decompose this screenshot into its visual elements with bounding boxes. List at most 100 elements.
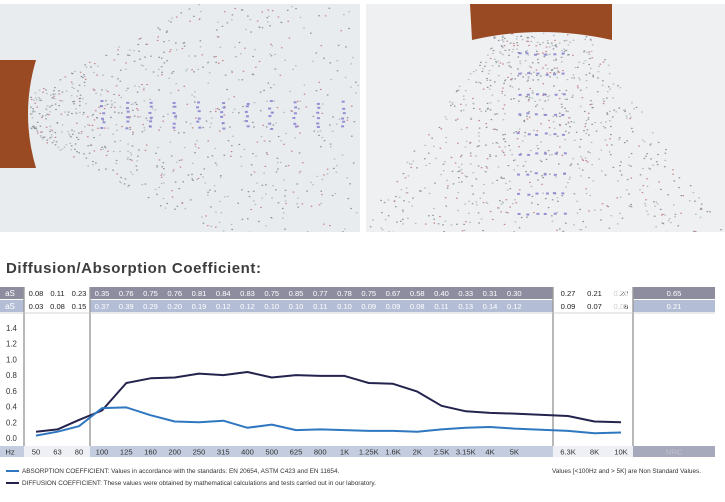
x-tick-label: 800 [314,448,327,457]
table-cell: 0.31 [483,289,498,298]
x-tick-label: 10K [614,448,628,457]
diffusion-coefficient-line [35,371,622,433]
x-tick-label: 6.3K [560,448,576,457]
absorption-note: ABSORPTION COEFFICIENT: Values in accord… [22,468,340,475]
diffusion-simulation-right [366,4,725,232]
table-cell: 0.12 [507,302,522,311]
table-cell: 0.75 [143,289,158,298]
table-cell: 0.67 [386,289,401,298]
y-tick-label: 0.4 [6,403,18,412]
table-cell: 0.14 [483,302,498,311]
table-cell: 0.27 [561,289,576,298]
table-cell: 0.11 [313,302,327,311]
table-cell: 0.20 [167,302,182,311]
table-cell: 0.33 [458,289,473,298]
x-tick-label: 2K [413,448,422,457]
y-tick-label: 0.2 [6,418,17,427]
x-tick-label: 200 [168,448,181,457]
table-cell: 0.13 [458,302,473,311]
table-cell: 0.07 [587,302,602,311]
x-tick-label: 1K [340,448,349,457]
x-unit-label: Hz [5,448,14,457]
table-cell: 0.75 [264,289,279,298]
x-tick-label: 100 [96,448,109,457]
x-tick-label: 400 [241,448,254,457]
x-tick-label: 63 [53,448,61,457]
y-tick-label: 0.0 [6,434,18,443]
x-tick-label: 8K [590,448,599,457]
wooden-diffuser-panel-icon [0,60,36,168]
table-cell: 0.78 [337,289,352,298]
x-tick-label: 315 [217,448,230,457]
table-cell: 0.39 [119,302,134,311]
legend-absorption: ABSORPTION COEFFICIENT: Values in accord… [6,468,339,475]
table-cell: 0.19 [192,302,207,311]
absorption-coefficient-line [35,406,622,437]
x-tick-label: 4K [485,448,494,457]
table-cell: 0.23 [72,289,87,298]
table-cell: 0.10 [264,302,279,311]
table-cell: 0.03 [29,302,44,311]
table-cell: 0.09 [361,302,376,311]
nrc-value: 0.65 [667,289,682,298]
table-cell: 0.21 [587,289,602,298]
table-cell: 0.08 [29,289,44,298]
x-tick-label: 160 [144,448,157,457]
x-tick-label: 80 [75,448,83,457]
table-cell: 0.11 [434,302,448,311]
table-cell: 0.77 [313,289,328,298]
legend-diffusion: DIFFUSION COEFFICIENT: These values were… [6,480,376,487]
table-cell: 0.81 [192,289,207,298]
table-cell: 0.08 [410,302,425,311]
table-cell: 0.37 [95,302,110,311]
non-standard-note: Values [<100Hz and > 5K] are Non Standar… [552,468,701,475]
table-cell: 0.84 [216,289,231,298]
x-tick-label: 500 [265,448,278,457]
table-cell: 0.15 [72,302,87,311]
wooden-diffuser-panel-icon [470,4,612,40]
row-label: aS [5,302,15,311]
y-tick-label: 0.8 [6,371,17,380]
y-tick-label: 0.6 [6,387,17,396]
table-cell: 0.85 [289,289,304,298]
x-tick-label: 250 [193,448,206,457]
x-tick-label: 625 [290,448,303,457]
table-cell: 0.30 [507,289,522,298]
y-tick-label: 1.2 [6,340,17,349]
diffusion-note: DIFFUSION COEFFICIENT: These values were… [22,480,376,487]
table-cell: 0.10 [289,302,304,311]
table-cell: 0.75 [361,289,376,298]
diffusion-simulation-left [0,4,360,232]
table-cell: 0.09 [386,302,401,311]
table-cell: 0.10 [337,302,352,311]
table-cell: 0.12 [240,302,255,311]
x-tick-label: 125 [120,448,133,457]
x-tick-label: 2.5K [434,448,450,457]
x-tick-label: 1.25K [359,448,379,457]
row-label: aS [5,289,15,298]
y-tick-label: 1.4 [6,324,18,333]
table-cell: 0.76 [119,289,134,298]
table-cell: 0.11 [50,289,64,298]
table-cell: 0.08 [614,302,629,311]
table-cell: 0.09 [561,302,576,311]
x-tick-label: 5K [510,448,519,457]
table-cell: 0.76 [167,289,182,298]
table-cell: 0.12 [216,302,231,311]
x-tick-label: 1.6K [385,448,401,457]
table-cell: 0.65 [614,289,629,298]
table-cell: 0.40 [434,289,449,298]
x-tick-label: 50 [32,448,40,457]
diffusion-swatch [6,482,19,485]
section-heading: Diffusion/Absorption Coefficient: [6,260,262,277]
x-tick-label: 3.15K [456,448,476,457]
table-cell: 0.58 [410,289,425,298]
absorption-swatch [6,470,19,473]
nrc-value: 0.21 [667,302,682,311]
table-cell: 0.08 [50,302,65,311]
table-cell: 0.29 [143,302,158,311]
table-cell: 0.83 [240,289,255,298]
table-cell: 0.20 [614,289,629,298]
y-tick-label: 1.0 [6,355,18,364]
